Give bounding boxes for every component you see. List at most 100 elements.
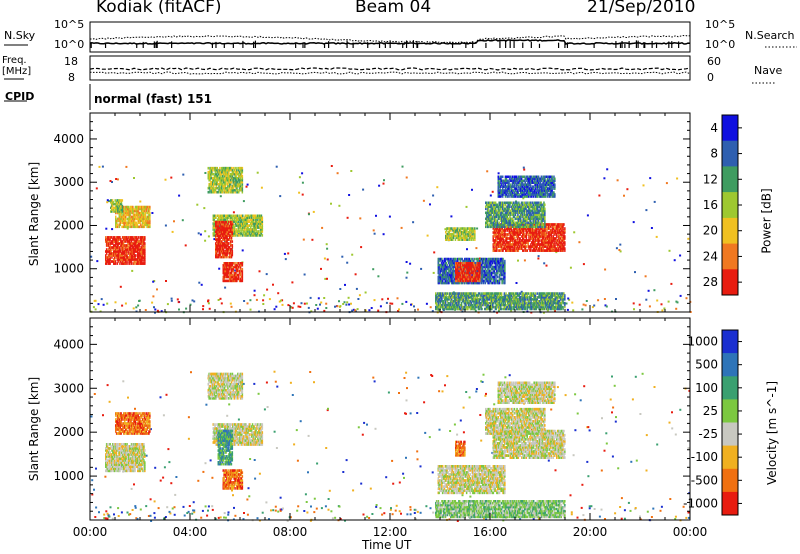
power-data-cell [241, 269, 244, 273]
power-data-cell [443, 303, 446, 307]
power-data-cell [438, 281, 440, 285]
power-data-cell [235, 273, 237, 277]
power-data-cell [236, 273, 238, 277]
power-noise-cell [391, 302, 394, 305]
power-data-cell [259, 218, 262, 221]
power-data-cell [115, 208, 117, 211]
power-data-cell [228, 234, 230, 238]
power-data-cell [445, 267, 447, 271]
power-data-cell [456, 298, 458, 301]
power-data-cell [454, 301, 457, 305]
power-noise-cell [213, 238, 216, 241]
power-data-cell [227, 224, 229, 228]
power-noise-cell [199, 233, 202, 236]
power-data-cell [227, 216, 230, 219]
power-data-cell [122, 258, 125, 261]
power-data-cell [225, 279, 227, 283]
power-data-cell [554, 307, 556, 311]
power-noise-cell [385, 301, 388, 304]
power-data-cell [223, 174, 226, 178]
power-noise-cell [102, 303, 105, 306]
power-noise-cell [653, 289, 656, 292]
power-data-cell [145, 223, 147, 227]
power-data-cell [132, 242, 135, 245]
power-data-cell [132, 238, 135, 241]
power-data-cell [247, 228, 249, 231]
power-data-cell [230, 264, 233, 267]
power-data-cell [487, 294, 489, 297]
power-data-cell [483, 300, 485, 303]
power-data-cell [118, 213, 121, 217]
power-data-cell [557, 307, 560, 311]
power-data-cell [129, 260, 132, 263]
power-data-cell [442, 263, 445, 267]
power-data-cell [441, 303, 443, 307]
power-data-cell [551, 300, 554, 303]
power-data-cell [114, 208, 116, 211]
power-data-cell [120, 242, 122, 245]
power-data-cell [131, 244, 134, 247]
power-data-cell [454, 294, 457, 297]
power-data-cell [146, 223, 148, 227]
power-noise-cell [422, 199, 425, 202]
power-data-cell [448, 305, 450, 309]
power-data-cell [555, 303, 557, 307]
power-data-cell [113, 262, 116, 265]
power-data-cell [217, 240, 220, 243]
power-data-cell [231, 214, 233, 218]
power-data-cell [217, 253, 220, 257]
power-noise-cell [377, 275, 380, 278]
power-data-cell [547, 298, 549, 301]
power-data-cell [134, 236, 136, 239]
power-noise-cell [546, 309, 549, 312]
power-data-cell [516, 298, 519, 301]
power-data-cell [113, 202, 116, 206]
power-data-cell [518, 296, 521, 299]
power-data-cell [118, 206, 120, 210]
power-data-cell [564, 303, 566, 307]
power-data-cell [113, 258, 116, 261]
power-data-cell [441, 259, 444, 263]
power-data-cell [228, 220, 230, 224]
power-noise-cell [362, 188, 365, 191]
power-data-cell [467, 294, 469, 297]
power-data-cell [449, 263, 452, 267]
power-data-cell [211, 172, 213, 176]
power-data-cell [512, 292, 514, 295]
power-data-cell [246, 226, 248, 229]
power-data-cell [231, 170, 234, 174]
power-data-cell [229, 178, 231, 182]
power-data-cell [136, 211, 138, 215]
power-data-cell [465, 305, 467, 309]
power-data-cell [554, 300, 556, 303]
power-noise-cell [345, 303, 348, 306]
power-data-cell [471, 305, 473, 309]
power-data-cell [513, 305, 515, 309]
power-data-cell [220, 186, 222, 190]
power-data-cell [234, 172, 236, 176]
power-data-cell [493, 298, 496, 301]
power-data-cell [220, 236, 222, 239]
power-data-cell [540, 296, 542, 299]
power-data-cell [211, 184, 213, 188]
power-data-cell [549, 303, 552, 307]
power-data-cell [441, 275, 444, 279]
power-data-cell [144, 258, 146, 261]
power-data-cell [216, 228, 219, 232]
power-noise-cell [253, 294, 256, 297]
power-data-cell [239, 279, 242, 283]
power-data-cell [133, 262, 135, 265]
power-data-cell [137, 246, 139, 249]
power-data-cell [549, 296, 551, 299]
power-data-cell [143, 258, 145, 261]
power-data-cell [144, 246, 146, 249]
power-data-cell [226, 240, 228, 243]
power-data-cell [443, 275, 446, 279]
power-data-cell [231, 253, 234, 257]
power-data-cell [227, 246, 229, 249]
power-noise-cell [316, 307, 319, 310]
power-data-cell [139, 252, 142, 255]
power-data-cell [224, 222, 227, 226]
power-noise-cell [135, 306, 138, 309]
power-data-cell [109, 256, 111, 259]
